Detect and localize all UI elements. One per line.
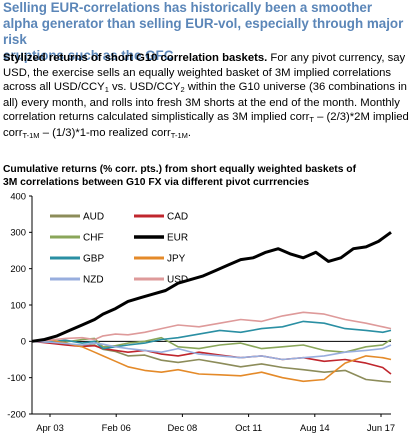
paragraph-lead: Stylized returns of short G10 correlatio… bbox=[3, 52, 268, 64]
y-tick-label: 400 bbox=[10, 190, 26, 201]
x-tick-label: Dec 08 bbox=[168, 422, 198, 433]
subscript-t: T bbox=[309, 115, 314, 125]
subscript-2: 2 bbox=[180, 85, 185, 95]
y-tick-label: 0 bbox=[21, 336, 26, 347]
series-line-usd bbox=[31, 311, 392, 343]
series-line-gbp bbox=[31, 320, 392, 350]
chart-title: Cumulative returns (% corr. pts.) from s… bbox=[3, 164, 413, 189]
paragraph-text-5: – (1/3)*1-mo realized corr bbox=[39, 126, 171, 139]
legend-label-jpy: JPY bbox=[167, 254, 186, 265]
series-line-nzd bbox=[31, 340, 392, 361]
series-line-cad bbox=[31, 340, 392, 375]
x-tick-label: Apr 03 bbox=[36, 422, 64, 433]
legend-label-usd: USD bbox=[167, 275, 188, 286]
legend-label-gbp: GBP bbox=[83, 254, 104, 265]
headline-line-2: alpha generator than selling EUR-vol, es… bbox=[3, 16, 404, 47]
headline-line-1: Selling EUR-correlations has historicall… bbox=[3, 0, 373, 15]
subscript-t-1m-a: T-1M bbox=[22, 130, 40, 140]
x-tick-label: Feb 06 bbox=[102, 422, 131, 433]
legend-label-eur: EUR bbox=[167, 233, 188, 244]
chart-title-line-1: Cumulative returns (% corr. pts.) from s… bbox=[3, 164, 357, 175]
y-tick-label: 200 bbox=[10, 263, 26, 274]
description-paragraph: Stylized returns of short G10 correlatio… bbox=[3, 51, 413, 142]
y-tick-label: 300 bbox=[10, 227, 26, 238]
paragraph-text-3: within the G10 universe (36 combinations… bbox=[3, 81, 407, 124]
x-tick-label: Oct 11 bbox=[235, 422, 262, 433]
paragraph-text-2: vs. USD/CCY bbox=[108, 81, 181, 94]
legend-label-aud: AUD bbox=[83, 212, 104, 223]
y-tick-label: -100 bbox=[7, 372, 26, 383]
paragraph-text-6: . bbox=[187, 126, 192, 139]
legend-label-chf: CHF bbox=[83, 233, 104, 244]
paragraph-text-4: – (2/3)*2M implied corr bbox=[3, 111, 409, 139]
y-tick-label: -200 bbox=[7, 408, 26, 419]
line-chart: -200 -100 0 100 200 300 400 Apr 03 Feb 06 Dec 08 O… bbox=[7, 190, 395, 433]
headline: Selling EUR-correlations has historicall… bbox=[3, 0, 413, 64]
legend-label-cad: CAD bbox=[167, 212, 188, 223]
x-tick-label: Aug 14 bbox=[300, 422, 330, 433]
subscript-t-1m-b: T-1M bbox=[170, 130, 188, 140]
series-line-jpy bbox=[31, 338, 392, 383]
x-tick-label: Jun 17 bbox=[367, 422, 395, 433]
subscript-1: 1 bbox=[104, 85, 109, 95]
headline-line-3: eruptions such as the GFC bbox=[3, 48, 174, 63]
chart-title-line-2: 3M correlations between G10 FX via diffe… bbox=[3, 176, 310, 188]
legend-label-nzd: NZD bbox=[83, 275, 104, 286]
y-tick-label: 100 bbox=[10, 299, 26, 310]
paragraph-text-1: For any pivot currency, say USD, the exe… bbox=[3, 52, 406, 94]
series-line-aud bbox=[31, 340, 392, 383]
series-line-eur bbox=[31, 231, 392, 343]
